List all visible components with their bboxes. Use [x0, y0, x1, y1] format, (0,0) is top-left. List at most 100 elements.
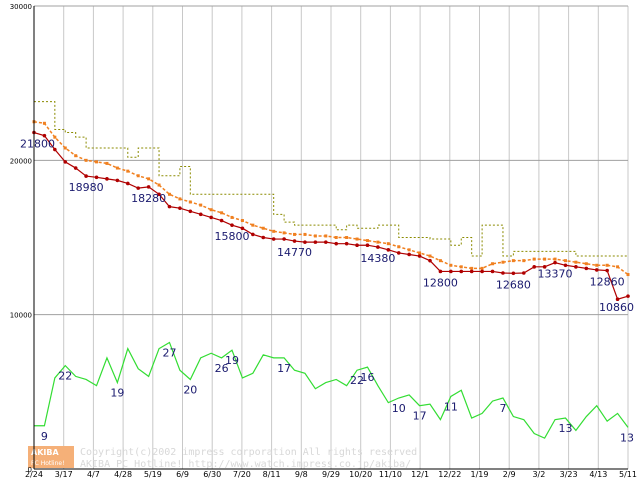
series-point-min — [584, 266, 589, 271]
x-tick-label: 9/8 — [295, 470, 308, 479]
series-point-average — [407, 248, 411, 252]
x-tick-label: 3/17 — [55, 470, 73, 479]
watermark: AKIBA PC Hotline! Copyright(c)2002 impre… — [28, 446, 423, 470]
series-line-max — [34, 101, 628, 257]
series-point-min — [115, 178, 120, 183]
annotation-label: 22 — [58, 370, 72, 383]
series-point-min — [146, 185, 151, 189]
series-point-min — [480, 269, 484, 274]
series-point-min — [53, 147, 57, 152]
series-point-average — [428, 254, 432, 258]
annotation-label: 26 — [215, 362, 229, 375]
series-point-average — [188, 200, 192, 204]
series-point-average — [251, 223, 255, 227]
series-point-average — [293, 232, 297, 236]
series-point-average — [303, 232, 307, 236]
series-point-average — [334, 236, 338, 239]
series-point-min — [63, 160, 68, 164]
series-point-average — [584, 262, 588, 266]
y-tick-label: 30000 — [10, 3, 32, 11]
series-point-min — [136, 186, 141, 190]
annotation-label: 19 — [110, 387, 124, 400]
series-count — [34, 341, 629, 439]
series-point-average — [53, 135, 57, 139]
series-point-average — [532, 257, 536, 261]
series-point-average — [365, 239, 369, 243]
series-point-average — [313, 234, 317, 238]
series-point-min — [230, 223, 234, 227]
series-point-average — [480, 266, 484, 270]
series-point-min — [365, 243, 370, 248]
series-point-min — [42, 133, 47, 138]
series-point-average — [376, 240, 380, 244]
annotation-label: 27 — [162, 346, 176, 359]
series-point-min — [209, 215, 213, 220]
x-tick-label: 1/19 — [471, 470, 489, 479]
x-tick-label: 11/10 — [379, 470, 402, 479]
series-point-average — [543, 257, 547, 261]
series-point-min — [553, 260, 557, 265]
series-point-average — [105, 161, 109, 165]
annotation-label: 10860 — [599, 301, 634, 314]
annotation-label: 13 — [558, 422, 572, 435]
series-point-average — [449, 263, 453, 267]
series-point-min — [303, 240, 307, 244]
annotation-label: 11 — [444, 400, 458, 413]
series-point-min — [574, 265, 578, 269]
series-point-average — [126, 169, 130, 173]
annotation-label: 12860 — [590, 276, 625, 289]
annotation-label: 15800 — [215, 230, 250, 243]
series-point-min — [521, 271, 526, 275]
annotation-label: 7 — [499, 402, 506, 415]
series-point-average — [272, 229, 276, 233]
series-point-average — [397, 245, 401, 249]
series-point-min — [125, 181, 130, 186]
series-point-min — [428, 258, 432, 263]
series-point-average — [491, 262, 495, 266]
annotation-label: 17 — [413, 410, 427, 423]
series-line-min — [33, 131, 629, 300]
series-point-min — [490, 269, 495, 274]
series-point-min — [438, 269, 443, 274]
series-point-average — [324, 234, 328, 238]
series-point-min — [407, 252, 411, 257]
annotation-label: 19 — [225, 354, 239, 367]
annotation-label: 12680 — [496, 278, 531, 291]
series-point-min — [626, 294, 630, 298]
series-point-average — [418, 251, 422, 255]
series-point-min — [469, 269, 474, 274]
series-point-min — [178, 206, 182, 210]
series-point-average — [470, 266, 474, 270]
series-point-average — [167, 192, 171, 196]
series-line-count — [34, 341, 629, 439]
series-point-min — [386, 248, 391, 252]
axes: 2/24 3/17 4/7 4/28 5/19 6/9 6/30 7/20 8/11 9/8 9/2… — [10, 3, 637, 479]
series-point-average — [63, 146, 67, 150]
annotation-label: 9 — [41, 430, 48, 443]
series-point-min — [511, 271, 516, 276]
series-point-average — [95, 160, 99, 164]
annotation-label: 20 — [183, 383, 197, 396]
series-point-average — [574, 260, 578, 264]
series-point-min — [94, 175, 99, 180]
x-tick-label: 4/28 — [114, 470, 132, 479]
series-point-average — [84, 158, 88, 162]
x-tick-label: 4/13 — [589, 470, 607, 479]
series-point-average — [345, 236, 349, 239]
series-point-average — [386, 242, 390, 246]
x-tick-label: 10/20 — [349, 470, 372, 479]
series-point-min — [251, 232, 255, 237]
series-point-min — [188, 209, 193, 214]
series-point-average — [42, 121, 46, 125]
x-tick-label: 5/19 — [144, 470, 162, 479]
series-point-min — [615, 297, 620, 302]
series-point-average — [178, 197, 182, 201]
annotation-label: 22 — [350, 374, 364, 387]
series-point-average — [511, 259, 515, 263]
series-point-average — [240, 219, 244, 223]
series-point-average — [522, 259, 526, 263]
series-point-average — [438, 259, 442, 263]
annotation-label: 14770 — [277, 246, 312, 259]
series-point-min — [105, 177, 109, 181]
series-point-min — [198, 212, 203, 217]
